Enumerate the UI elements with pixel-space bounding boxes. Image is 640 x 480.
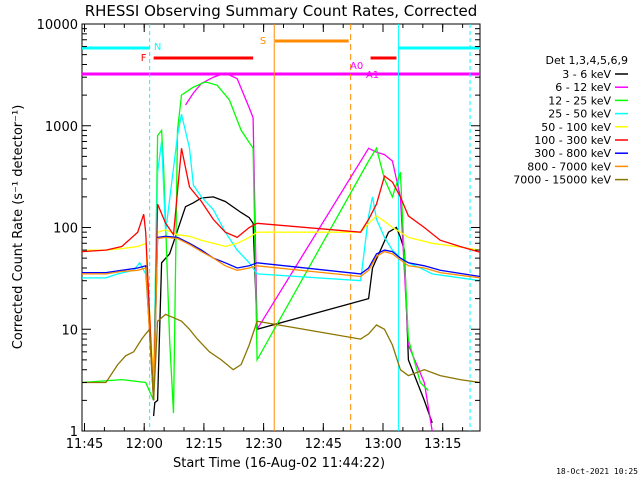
- flag-label: S: [260, 36, 266, 47]
- y-tick-label: 100: [53, 222, 78, 237]
- legend-entry-label: 12 - 25 keV: [548, 94, 611, 107]
- flag-label: F: [141, 53, 147, 64]
- y-axis-label: Corrected Count Rate (s⁻¹ detector⁻¹): [11, 105, 26, 350]
- legend-header: Det 1,3,4,5,6,9: [545, 54, 628, 67]
- flag-label: A0: [350, 61, 363, 72]
- y-tick-label: 10000: [37, 18, 78, 33]
- legend-entry-label: 25 - 50 keV: [548, 108, 611, 121]
- legend-entry-label: 50 - 100 keV: [541, 121, 611, 134]
- x-tick-label: 12:30: [245, 437, 282, 452]
- x-tick-label: 12:45: [305, 437, 342, 452]
- y-tick-label: 10: [61, 323, 78, 338]
- series-line: [184, 72, 433, 432]
- legend-entry-label: 7000 - 15000 keV: [513, 174, 611, 187]
- y-tick-label: 1000: [45, 120, 78, 135]
- legend-entry-label: 800 - 7000 keV: [527, 160, 611, 173]
- y-tick-label: 1: [70, 425, 78, 440]
- chart-title: RHESSI Observing Summary Count Rates, Co…: [85, 2, 478, 20]
- timestamp: 18-Oct-2021 10:25: [556, 467, 638, 476]
- plot-frame: [81, 23, 481, 432]
- series-line: [81, 81, 429, 414]
- x-tick-label: 13:15: [424, 437, 461, 452]
- x-tick-label: 12:15: [185, 437, 222, 452]
- x-tick-label: 12:00: [125, 437, 162, 452]
- series-layer: [81, 72, 481, 432]
- legend-entry-label: 3 - 6 keV: [562, 68, 611, 81]
- tick-layer: 11:45 12:00 12:15 12:30 12:45 13:00 13:15 1 10 10…: [37, 18, 480, 452]
- x-axis-label: Start Time (16-Aug-02 11:44:22): [173, 456, 385, 471]
- series-line: [82, 313, 481, 401]
- series-line: [81, 148, 481, 401]
- flag-label: A1: [366, 70, 379, 81]
- series-line: [82, 215, 481, 383]
- plot-area: [81, 23, 481, 432]
- flag-label: N: [154, 42, 161, 53]
- series-line: [152, 196, 433, 424]
- legend-entry-label: 300 - 800 keV: [534, 147, 611, 160]
- series-line: [82, 236, 481, 401]
- x-tick-label: 11:45: [66, 437, 103, 452]
- series-line: [82, 114, 481, 383]
- x-tick-label: 13:00: [364, 437, 401, 452]
- legend-entry-label: 6 - 12 keV: [555, 81, 611, 94]
- legend-entry-label: 100 - 300 keV: [534, 134, 611, 147]
